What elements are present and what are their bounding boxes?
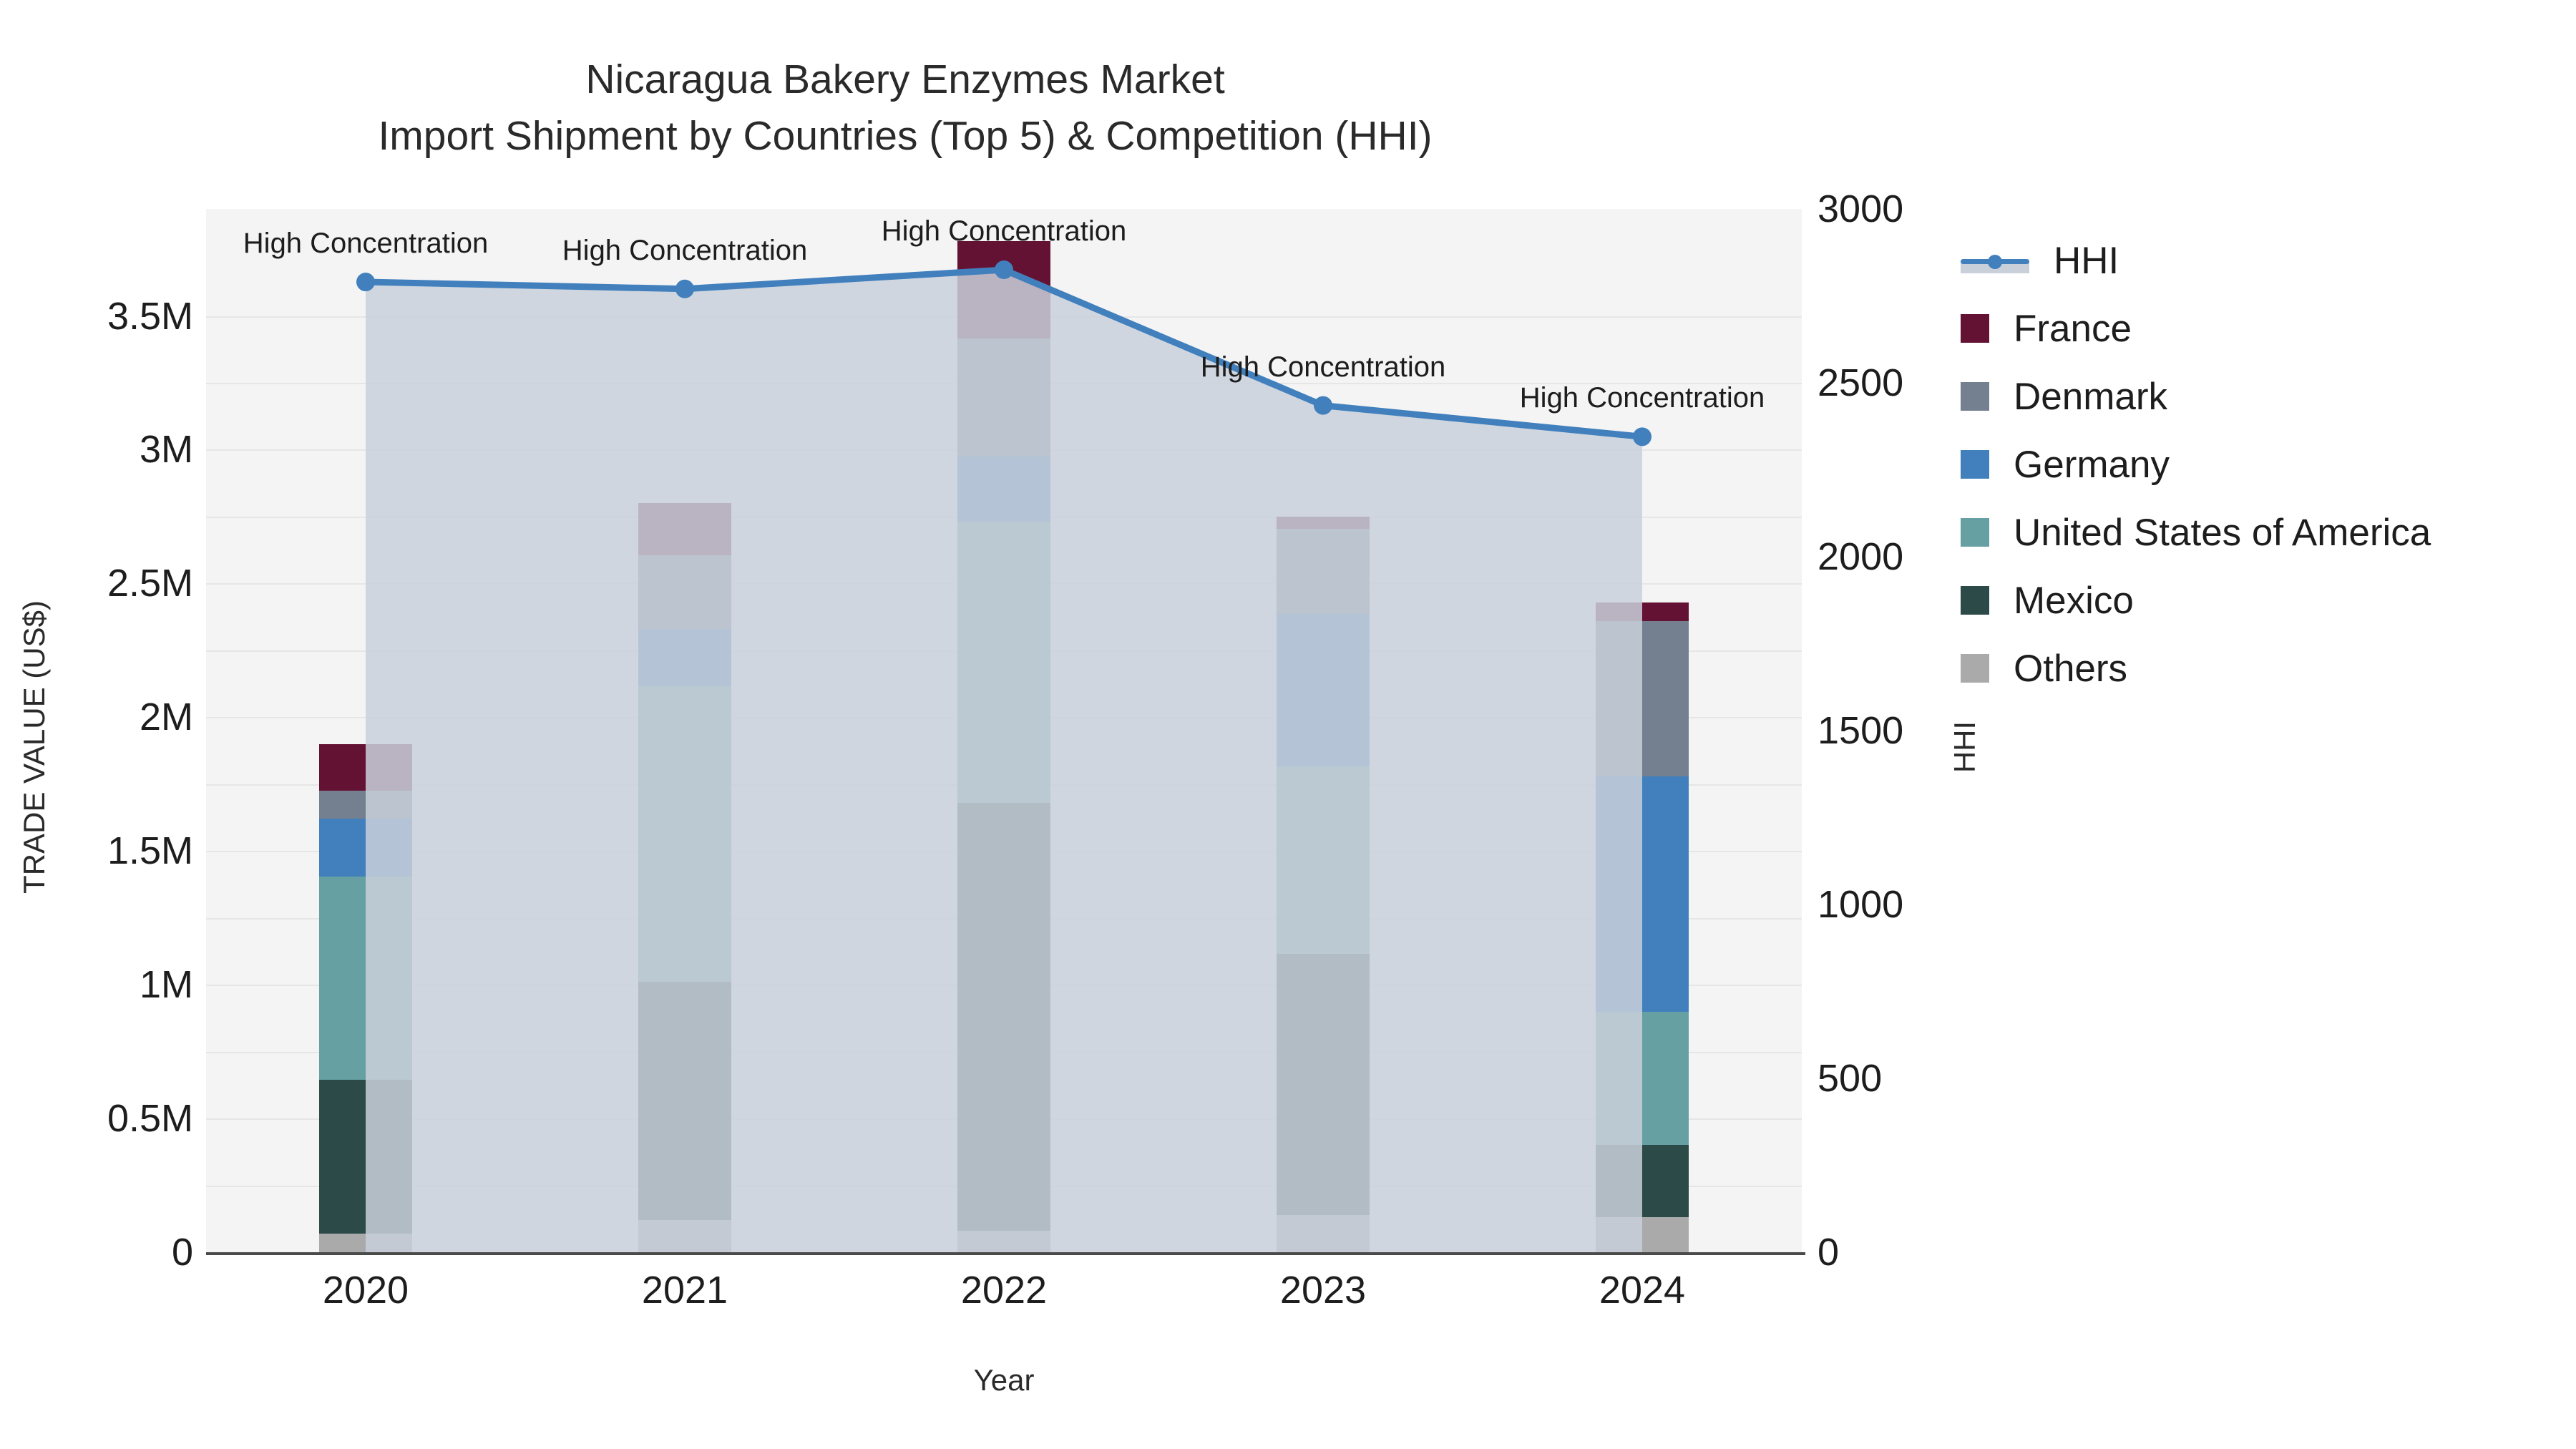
y-axis-left-tick-label: 0.5M [107, 1097, 193, 1141]
chart-title: Nicaragua Bakery Enzymes Market Import S… [0, 52, 1810, 164]
legend-item-mexico[interactable]: Mexico [1961, 576, 2431, 625]
legend: HHI France Denmark Germany United States of … [1961, 236, 2431, 712]
legend-item-germany[interactable]: Germany [1961, 440, 2431, 489]
legend-item-label: France [2014, 307, 2132, 350]
y-axis-left-tick-label: 2M [139, 696, 193, 739]
y-axis-left-tick-label: 1.5M [107, 829, 193, 873]
x-axis-tick-label: 2022 [960, 1269, 1048, 1312]
legend-item-denmark[interactable]: Denmark [1961, 372, 2431, 421]
y-axis-right-tick-label: 2000 [1818, 535, 1904, 578]
y-axis-left-ticks: 0 0.5M 1M 1.5M 2M 2.5M 3M 3.5M [0, 0, 195, 1449]
legend-item-label: HHI [2054, 239, 2119, 282]
y-axis-left-tick-label: 3M [139, 428, 193, 472]
hhi-series [356, 260, 1652, 1252]
hhi-data-point[interactable] [356, 273, 375, 292]
legend-item-label: Denmark [2014, 375, 2168, 418]
x-axis-title: Year [973, 1363, 1035, 1397]
legend-color-swatch [1961, 314, 1989, 343]
hhi-data-point[interactable] [995, 260, 1013, 280]
concentration-annotation: High Concentration [562, 234, 808, 266]
x-axis-tick-label: 2021 [641, 1269, 728, 1312]
hhi-data-point[interactable] [1314, 396, 1332, 415]
y-axis-left-tick-label: 2.5M [107, 562, 193, 605]
y-axis-right-tick-label: 500 [1818, 1057, 1883, 1100]
legend-color-swatch [1961, 450, 1989, 479]
x-axis-line [206, 1252, 1805, 1255]
legend-item-label: Others [2014, 647, 2128, 690]
x-axis-tick-label: 2023 [1279, 1269, 1367, 1312]
legend-item-hhi[interactable]: HHI [1961, 236, 2431, 285]
legend-item-france[interactable]: France [1961, 304, 2431, 353]
legend-item-label: Mexico [2014, 579, 2134, 622]
legend-color-swatch [1961, 518, 1989, 547]
y-axis-left-tick-label: 1M [139, 963, 193, 1007]
hhi-area-fill [366, 270, 1642, 1252]
y-axis-left-title: TRADE VALUE (US$) [17, 600, 51, 894]
y-axis-right-tick-label: 1500 [1818, 709, 1904, 752]
legend-color-swatch [1961, 586, 1989, 615]
y-axis-right-tick-label: 2500 [1818, 361, 1904, 404]
chart-title-line-2: Import Shipment by Countries (Top 5) & C… [378, 112, 1433, 159]
y-axis-right-tick-label: 3000 [1818, 187, 1904, 230]
legend-color-swatch [1961, 382, 1989, 411]
y-axis-right-ticks: 0 500 1000 1500 2000 2500 3000 [1818, 0, 2032, 1449]
y-axis-left-tick-label: 0 [171, 1231, 193, 1274]
legend-line-key-icon [1961, 246, 2029, 275]
hhi-data-point[interactable] [675, 279, 694, 298]
y-axis-right-tick-label: 1000 [1818, 883, 1904, 926]
y-axis-right-tick-label: 0 [1818, 1231, 1840, 1274]
legend-marker-icon [1988, 255, 2002, 269]
concentration-annotation: High Concentration [881, 215, 1127, 248]
concentration-annotation: High Concentration [243, 228, 489, 260]
legend-item-label: United States of America [2014, 511, 2431, 554]
legend-item-label: Germany [2014, 443, 2170, 486]
concentration-annotation: High Concentration [1200, 351, 1446, 383]
y-axis-left-tick-label: 3.5M [107, 294, 193, 338]
x-axis-tick-label: 2020 [322, 1269, 409, 1312]
legend-color-swatch [1961, 654, 1989, 683]
chart-title-line-1: Nicaragua Bakery Enzymes Market [585, 57, 1225, 102]
legend-item-others[interactable]: Others [1961, 644, 2431, 693]
legend-item-united-states-of-america[interactable]: United States of America [1961, 508, 2431, 557]
concentration-annotation: High Concentration [1519, 382, 1765, 414]
hhi-data-point[interactable] [1633, 427, 1652, 447]
x-axis-tick-label: 2024 [1599, 1269, 1686, 1312]
